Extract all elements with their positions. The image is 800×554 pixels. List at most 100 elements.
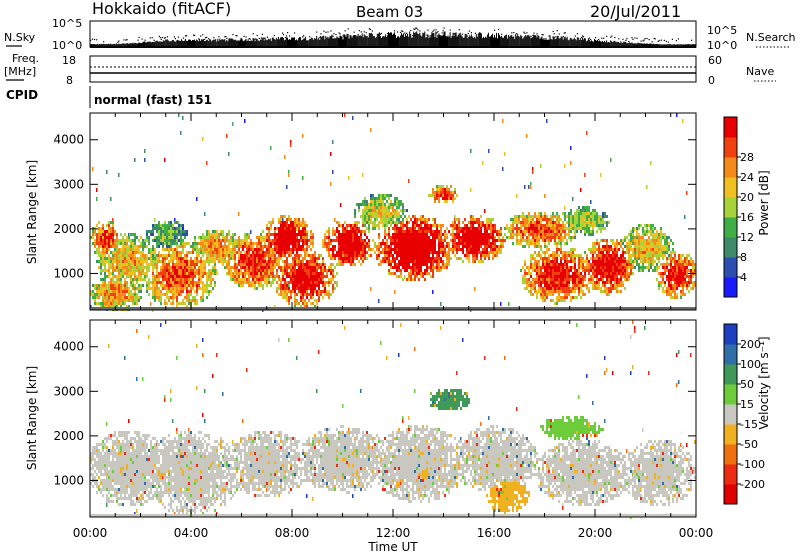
noise-sky-mark	[561, 36, 563, 46]
range-time-cell	[198, 242, 200, 245]
range-time-cell	[94, 245, 96, 248]
noise-sky-mark	[167, 40, 169, 46]
range-time-cell	[200, 239, 202, 242]
range-time-cell	[328, 248, 330, 251]
noise-sky-mark	[90, 44, 91, 46]
range-time-cell	[498, 248, 500, 251]
range-time-cell	[170, 272, 172, 275]
nsearch-tick-bottom: 10^0	[707, 39, 737, 52]
noise-sky-mark	[663, 44, 665, 46]
range-time-cell	[342, 248, 344, 251]
range-time-cell	[324, 281, 326, 284]
range-time-cell	[512, 218, 514, 221]
noise-search-dot	[397, 31, 399, 33]
range-time-cell	[438, 185, 440, 188]
range-time-cell	[538, 215, 540, 218]
range-time-cell	[426, 272, 428, 275]
range-time-cell	[278, 227, 280, 230]
range-time-cell	[102, 257, 104, 260]
range-time-cell	[152, 230, 154, 233]
range-time-cell	[476, 227, 478, 230]
noise-sky-mark	[349, 34, 351, 46]
range-time-cell	[216, 233, 218, 236]
noise-search-dot	[530, 35, 532, 37]
noise-search-dot	[261, 33, 263, 35]
noise-sky-mark	[266, 40, 268, 46]
range-time-cell	[390, 251, 392, 254]
range-time-cell	[176, 305, 178, 308]
range-time-cell	[530, 230, 532, 233]
noise-sky-mark	[592, 41, 593, 46]
range-time-cell	[274, 248, 276, 251]
range-time-cell	[246, 281, 248, 284]
range-time-cell	[192, 245, 194, 248]
range-time-cell	[438, 248, 440, 251]
range-time-cell	[222, 251, 224, 254]
range-time-cell	[186, 278, 188, 281]
range-time-cell	[530, 221, 532, 224]
range-time-cell	[352, 116, 354, 120]
range-time-cell	[112, 227, 114, 230]
range-time-cell	[362, 239, 364, 242]
range-time-cell	[140, 254, 142, 257]
noise-sky-mark	[632, 43, 634, 46]
range-time-cell	[446, 257, 448, 260]
range-time-cell	[356, 224, 358, 227]
range-time-cell	[160, 233, 162, 236]
noise-sky-mark	[655, 43, 657, 46]
range-time-cell	[562, 221, 564, 224]
range-time-cell	[442, 242, 444, 245]
range-time-cell	[354, 236, 356, 239]
range-time-cell	[280, 290, 282, 293]
range-time-cell	[122, 266, 124, 269]
range-time-cell	[210, 233, 212, 236]
noise-search-dot	[226, 37, 228, 39]
range-time-cell	[154, 257, 156, 260]
range-time-cell	[286, 263, 288, 266]
range-time-cell	[538, 278, 540, 281]
range-time-cell	[328, 266, 330, 269]
range-time-cell	[400, 233, 402, 236]
range-time-cell	[362, 245, 364, 248]
range-time-cell	[346, 257, 348, 260]
range-time-cell	[320, 293, 322, 296]
range-time-cell	[316, 299, 318, 302]
noise-search-dot	[103, 41, 105, 43]
noise-sky-mark	[157, 41, 159, 46]
range-time-cell	[336, 284, 338, 287]
range-time-cell	[144, 158, 146, 162]
range-time-cell	[456, 218, 458, 221]
noise-sky-mark	[420, 35, 422, 46]
range-time-cell	[394, 251, 396, 254]
range-time-cell	[456, 224, 458, 227]
noise-search-dot	[402, 30, 404, 32]
noise-sky-mark	[121, 43, 123, 46]
range-time-cell	[134, 293, 136, 296]
range-time-cell	[298, 278, 300, 281]
range-time-cell	[244, 269, 246, 272]
range-time-cell	[436, 260, 438, 263]
range-time-cell	[440, 257, 442, 260]
range-time-cell	[556, 302, 558, 305]
range-time-cell	[296, 251, 298, 254]
range-time-cell	[262, 260, 264, 263]
range-time-cell	[214, 233, 216, 236]
range-time-cell	[398, 218, 400, 221]
range-time-cell	[504, 152, 506, 156]
range-time-cell	[108, 275, 110, 278]
range-time-cell	[158, 230, 160, 233]
range-time-cell	[490, 227, 492, 230]
range-time-cell	[302, 248, 304, 251]
range-time-cell	[296, 284, 298, 287]
range-time-cell	[284, 224, 286, 227]
range-time-cell	[400, 257, 402, 260]
range-time-cell	[534, 266, 536, 269]
range-time-cell	[408, 221, 410, 224]
range-time-cell	[386, 212, 388, 215]
range-time-cell	[466, 257, 468, 260]
noise-sky-mark	[160, 41, 162, 46]
range-time-cell	[428, 254, 430, 257]
range-time-cell	[110, 260, 112, 263]
range-time-cell	[102, 251, 104, 254]
noise-sky-mark	[664, 44, 666, 46]
